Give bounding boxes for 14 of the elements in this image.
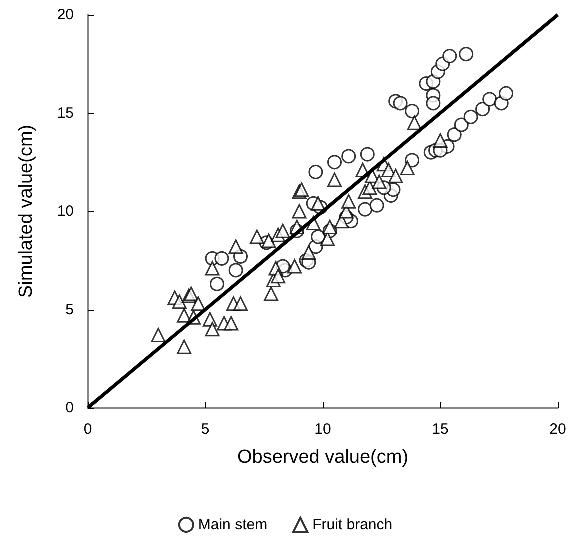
legend-label: Fruit branch [312,516,393,534]
x-tick-label: 0 [84,421,92,438]
x-tick-label: 5 [201,421,210,438]
x-tick-label: 15 [432,421,449,438]
y-tick-label: 5 [66,301,74,318]
y-tick-label: 0 [66,400,74,416]
x-tick-label: 10 [314,421,332,438]
y-tick-label: 15 [57,104,74,122]
y-tick-label: 20 [57,6,74,24]
legend-label: Main stem [198,516,268,534]
y-axis-title: Simulated value(cm) [16,124,37,298]
x-tick-label: 20 [550,421,566,438]
x-axis-title: Observed value(cm) [237,447,409,468]
y-tick-label: 10 [57,203,74,220]
